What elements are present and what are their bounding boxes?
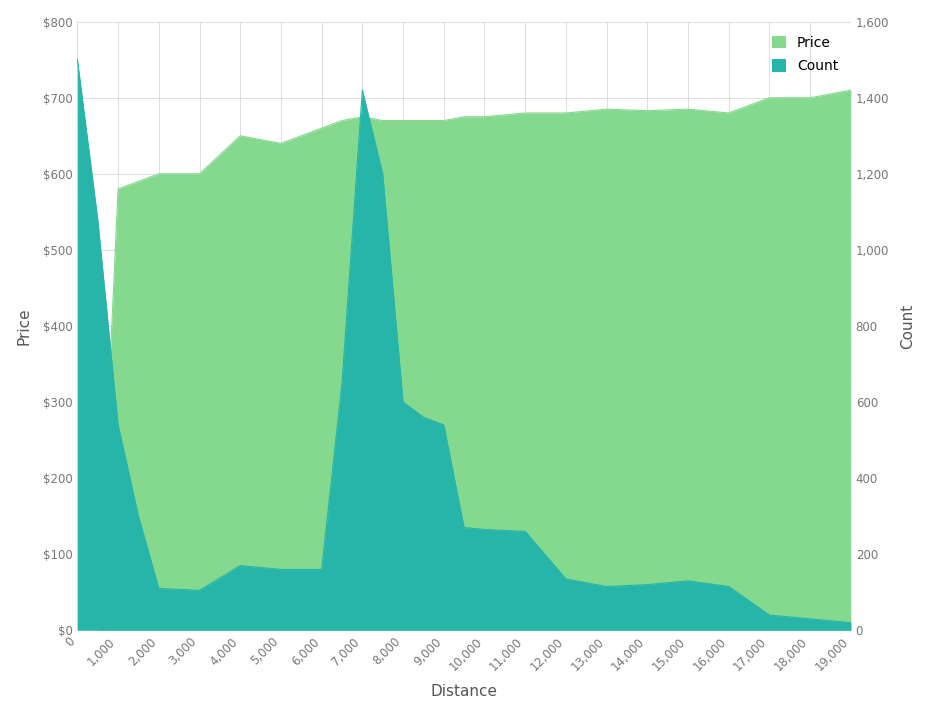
Y-axis label: Price: Price [17,307,32,345]
Legend: Price, Count: Price, Count [765,29,845,80]
Y-axis label: Count: Count [900,304,915,349]
X-axis label: Distance: Distance [431,684,498,700]
